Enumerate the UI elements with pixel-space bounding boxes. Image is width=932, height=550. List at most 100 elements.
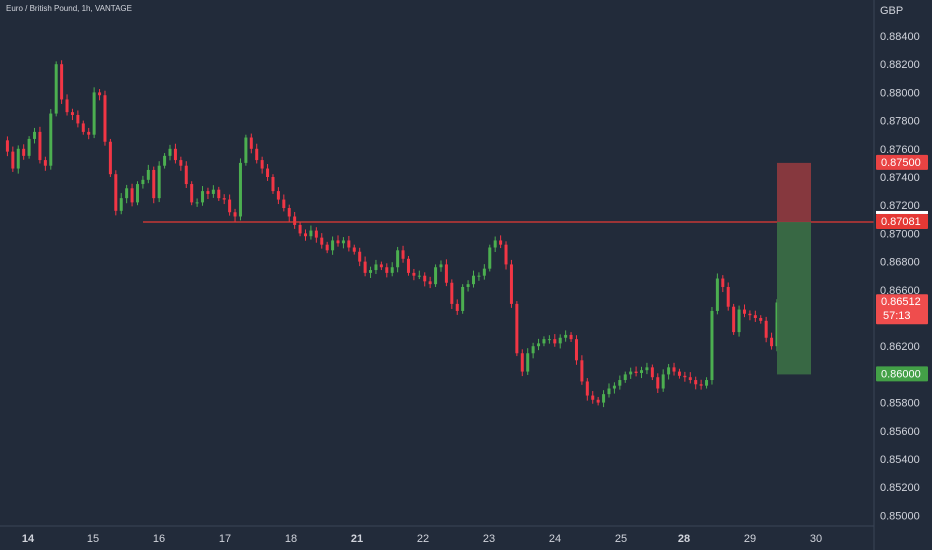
candle-body [569, 334, 573, 340]
candle-body [504, 244, 508, 265]
candle-body [11, 151, 15, 169]
candle-body [135, 184, 139, 203]
candle-body [347, 240, 351, 248]
candle-body [228, 199, 232, 213]
candle-body [623, 374, 627, 381]
candle-body [434, 267, 438, 285]
candle-body [114, 174, 118, 211]
candle-body [542, 339, 546, 344]
candle-body [390, 267, 394, 273]
candle-body [732, 306, 736, 333]
price-tick-label: 0.85400 [880, 454, 920, 466]
candle-body [27, 138, 31, 156]
candle-body [238, 162, 242, 217]
currency-label: GBP [880, 5, 903, 17]
candle-body [710, 310, 714, 381]
candle-body [130, 188, 134, 203]
price-tick-label: 0.88200 [880, 59, 920, 71]
time-tick-label: 29 [744, 533, 756, 545]
candle-body [444, 264, 448, 283]
candle-body [721, 278, 725, 287]
candle-body [488, 247, 492, 269]
time-axis[interactable]: 14 15 16 17 18 21 22 23 24 25 28 29 30 [22, 533, 822, 545]
candle-body [206, 191, 210, 194]
candle-body [65, 99, 69, 113]
candle-body [76, 114, 80, 124]
candle-body [629, 371, 633, 375]
time-tick-label: 25 [615, 533, 627, 545]
candle-body [520, 353, 524, 372]
candle-body [211, 189, 215, 194]
current-price-label-countdown: 57:13 [883, 310, 911, 322]
time-tick-label: 28 [678, 533, 690, 545]
candle-body [694, 380, 698, 385]
candle-body [54, 64, 58, 114]
symbol-title: Euro / British Pound, 1h, VANTAGE [6, 4, 132, 13]
candle-body [715, 278, 719, 311]
candle-body [607, 388, 611, 395]
candle-body [726, 286, 730, 307]
candle-body [737, 309, 741, 333]
candle-body [341, 240, 345, 244]
take-profit-zone[interactable] [777, 221, 811, 375]
candle-body [125, 188, 129, 199]
price-tick-label: 0.87000 [880, 228, 920, 240]
candle-body [406, 258, 410, 273]
candle-body [585, 381, 589, 396]
candle-body [16, 148, 20, 169]
candle-body [764, 320, 768, 338]
candle-body [141, 179, 145, 185]
candle-body [374, 264, 378, 271]
candle-body [602, 394, 606, 403]
candle-body [49, 113, 53, 166]
price-tick-label: 0.86600 [880, 285, 920, 297]
candle-body [547, 339, 551, 341]
candle-body [656, 377, 660, 389]
candle-body [667, 367, 671, 375]
candle-body [705, 380, 709, 386]
candle-body [103, 95, 107, 142]
candle-body [493, 240, 497, 248]
price-tick-label: 0.85600 [880, 426, 920, 438]
candle-body [466, 284, 470, 287]
candle-body [472, 275, 476, 285]
candle-body [260, 160, 264, 169]
candle-body [43, 160, 47, 166]
candle-body [38, 131, 42, 161]
candle-body [184, 165, 188, 185]
take-profit-price-label-bg [876, 366, 928, 382]
candle-body [369, 270, 373, 273]
time-tick-label: 18 [285, 533, 297, 545]
candle-body [482, 268, 486, 276]
candle-body [249, 137, 253, 149]
stop-loss-zone[interactable] [777, 162, 811, 222]
candle-body [336, 240, 340, 244]
time-tick-label: 22 [417, 533, 429, 545]
take-profit-price-label: 0.86000 [881, 368, 921, 380]
candle-body [173, 148, 177, 161]
candle-body [428, 281, 432, 285]
candle-body [201, 191, 205, 203]
candle-body [255, 148, 259, 161]
candle-body [146, 169, 150, 180]
candle-body [401, 250, 405, 259]
candle-body [650, 367, 654, 378]
candle-body [748, 313, 752, 316]
candle-body [195, 202, 199, 204]
candle-body [640, 370, 644, 373]
annotations-layer [143, 162, 874, 375]
candle-body [450, 282, 454, 304]
price-tick-label: 0.87400 [880, 172, 920, 184]
price-tick-label: 0.85000 [880, 510, 920, 522]
candle-body [412, 272, 416, 276]
candle-body [33, 131, 37, 139]
price-tick-label: 0.85200 [880, 482, 920, 494]
price-axis[interactable]: 0.88400 0.88200 0.88000 0.87800 0.87600 0.874… [880, 31, 920, 522]
candle-body [439, 264, 443, 268]
candle-body [688, 377, 692, 381]
candle-body [677, 371, 681, 376]
candle-body [163, 155, 167, 166]
candle-body [168, 148, 172, 156]
candle-body [759, 318, 763, 321]
